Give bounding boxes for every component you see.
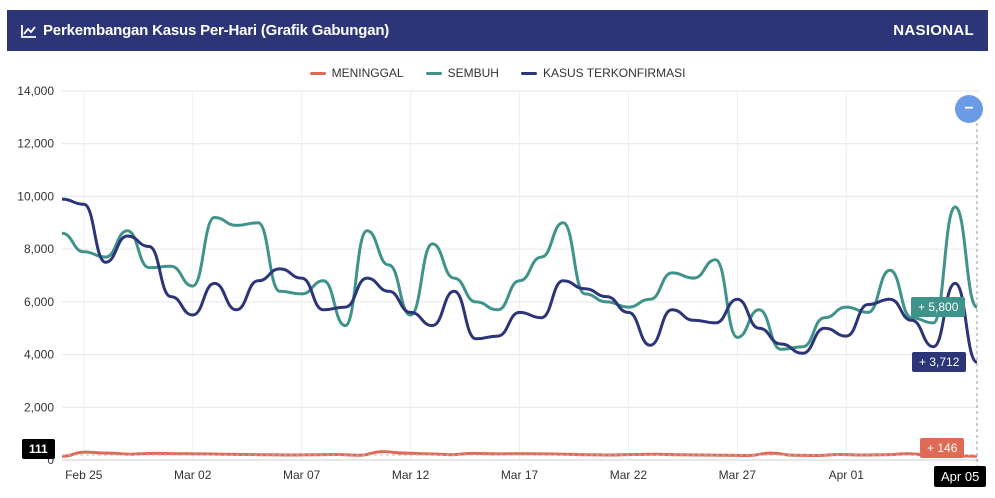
chart-grid [62, 90, 979, 461]
legend-label-meninggal: MENINGGAL [331, 66, 404, 80]
crosshair-x-label: Apr 05 [934, 466, 987, 487]
legend-swatch-terkonfirmasi [520, 71, 537, 75]
legend-swatch-sembuh [425, 71, 442, 75]
legend-item-sembuh[interactable]: SEMBUH [425, 66, 499, 80]
y-axis: 0 2,000 4,000 6,000 8,000 10,000 12,000 14,000 [17, 84, 54, 467]
y-tick-label: 6,000 [24, 295, 54, 309]
header-title-group: Perkembangan Kasus Per-Hari (Grafik Gabu… [21, 22, 389, 39]
x-tick-label: Feb 25 [65, 468, 103, 482]
x-tick-label: Mar 02 [174, 468, 212, 482]
hover-label-sembuh: + 5,800 [911, 297, 966, 317]
x-tick-label: Mar 27 [719, 468, 757, 482]
legend-item-meninggal[interactable]: MENINGGAL [309, 66, 404, 80]
y-tick-label: 14,000 [17, 84, 54, 98]
hover-label-terkonfirmasi: + 3,712 [912, 352, 967, 372]
crosshair-y-label: 111 [22, 439, 55, 459]
legend-label-sembuh: SEMBUH [447, 66, 499, 80]
chart-title: Perkembangan Kasus Per-Hari (Grafik Gabu… [43, 22, 390, 39]
legend-label-terkonfirmasi: KASUS TERKONFIRMASI [542, 66, 686, 80]
x-tick-label: Mar 07 [283, 468, 321, 482]
y-tick-label: 4,000 [24, 348, 54, 362]
y-tick-label: 12,000 [17, 137, 54, 151]
y-tick-label: 0 [47, 453, 54, 467]
legend-item-terkonfirmasi[interactable]: KASUS TERKONFIRMASI [520, 66, 686, 80]
x-tick-label: Mar 22 [610, 468, 648, 482]
legend-swatch-meninggal [309, 71, 326, 75]
series-line-terkonfirmasi[interactable] [61, 197, 978, 364]
x-tick-label: Apr 01 [829, 468, 865, 482]
scope-label: NASIONAL [893, 22, 974, 39]
y-tick-label: 2,000 [24, 400, 54, 414]
x-tick-label: Mar 17 [501, 468, 539, 482]
crosshair [62, 99, 979, 468]
x-axis: Feb 25 Mar 02 Mar 07 Mar 12 Mar 17 Mar 22 Mar … [62, 459, 979, 482]
y-tick-label: 8,000 [24, 242, 54, 256]
series-line-sembuh[interactable] [61, 205, 979, 351]
y-tick-label: 10,000 [17, 189, 54, 203]
hover-label-meninggal: + 146 [920, 438, 965, 458]
x-tick-label: Mar 12 [392, 468, 430, 482]
line-chart-icon [21, 24, 36, 38]
chart-legend: MENINGGAL SEMBUH KASUS TERKONFIRMASI [0, 66, 995, 80]
chart-header: Perkembangan Kasus Per-Hari (Grafik Gabu… [7, 10, 988, 51]
zoom-reset-button[interactable]: − [955, 95, 983, 123]
